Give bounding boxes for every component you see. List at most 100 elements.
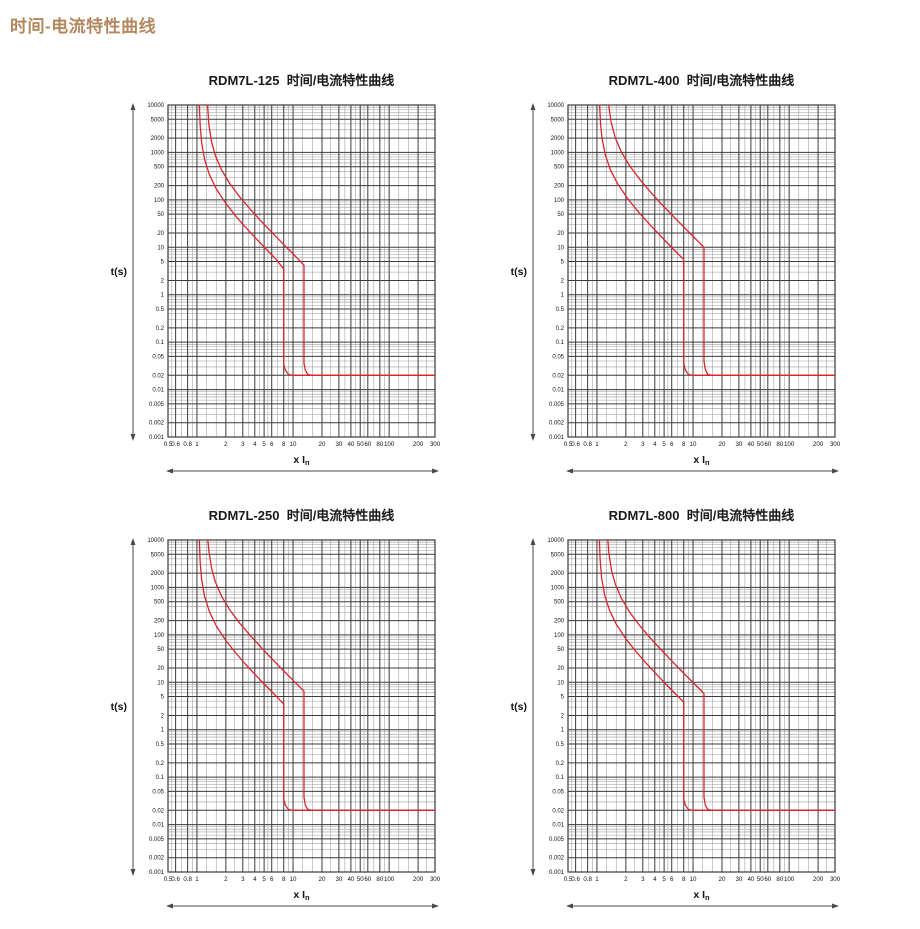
tcc-chart-svg: 100005000200010005002001005020105210.50.… [111, 103, 441, 474]
x-tick-label: 1 [595, 876, 599, 883]
x-tick-label: 200 [813, 876, 824, 883]
chart-title: RDM7L-125 时间/电流特性曲线 [208, 73, 395, 88]
y-tick-label: 10 [157, 680, 164, 686]
x-tick-label: 1 [195, 441, 199, 448]
y-tick-label: 5 [161, 695, 165, 701]
x-tick-label: 2 [224, 876, 228, 883]
y-tick-label: 5 [161, 260, 165, 266]
y-tick-label: 0.2 [556, 761, 565, 767]
x-tick-label: 100 [784, 441, 795, 448]
chart-title: RDM7L-800 时间/电流特性曲线 [608, 508, 795, 523]
x-tick-label: 50 [357, 876, 364, 883]
chart-rdm7l-125: RDM7L-125 时间/电流特性曲线 10000 5000 2000 1000 500… [100, 62, 495, 482]
x-tick-label: 30 [335, 441, 342, 448]
x-tick-label: 3 [641, 876, 645, 883]
x-tick-label: 4 [653, 876, 657, 883]
y-axis-unit: t(s) [511, 266, 527, 278]
tick-labels: 100005000200010005002001005020105210.50.… [547, 538, 840, 883]
x-tick-label: 8 [682, 441, 686, 448]
y-tick-label: 1000 [551, 150, 565, 156]
x-axis-unit: x In [293, 889, 310, 902]
x-tick-label: 30 [735, 441, 742, 448]
tick-labels: 100005000200010005002001005020105210.50.… [147, 538, 440, 883]
x-tick-label: 8 [282, 441, 286, 448]
x-tick-label: 10 [690, 441, 697, 448]
y-tick-label: 0.05 [552, 354, 564, 360]
grid [167, 104, 436, 438]
y-tick-label: 5000 [151, 552, 165, 558]
trip-curve-max [608, 104, 836, 376]
x-tick-label: 200 [413, 441, 424, 448]
y-tick-label: 0.1 [556, 775, 565, 781]
x-tick-label: 6 [670, 876, 674, 883]
y-tick-label: 10000 [147, 103, 164, 109]
y-tick-label: 10 [557, 245, 564, 251]
y-tick-label: 1 [161, 293, 165, 299]
y-tick-label: 0.01 [552, 388, 564, 394]
x-tick-label: 0.5 [564, 876, 573, 883]
y-tick-label: 200 [554, 619, 565, 625]
y-tick-label: 200 [554, 184, 565, 190]
x-tick-label: 0.6 [171, 441, 180, 448]
x-tick-label: 60 [764, 876, 771, 883]
x-tick-label: 8 [682, 876, 686, 883]
x-tick-label: 60 [764, 441, 771, 448]
x-axis-arrow [566, 468, 839, 474]
y-tick-label: 0.1 [156, 340, 165, 346]
y-tick-label: 1000 [551, 585, 565, 591]
trip-curve-min [198, 539, 436, 811]
x-tick-label: 50 [757, 876, 764, 883]
x-tick-label: 6 [670, 441, 674, 448]
trip-curve-min [598, 539, 836, 811]
x-tick-label: 8 [282, 876, 286, 883]
x-tick-label: 100 [784, 876, 795, 883]
x-axis-unit: x In [693, 889, 710, 902]
x-axis-arrow [166, 903, 439, 909]
chart-rdm7l-800: RDM7L-800 时间/电流特性曲线 10000 5000 2000 1000 500… [500, 497, 895, 917]
x-tick-label: 20 [719, 441, 726, 448]
chart-title: RDM7L-250 时间/电流特性曲线 [208, 508, 395, 523]
x-tick-label: 0.6 [171, 876, 180, 883]
y-axis-unit: t(s) [111, 266, 127, 278]
y-tick-label: 20 [557, 666, 564, 672]
y-tick-label: 2000 [151, 136, 165, 142]
x-tick-label: 300 [830, 876, 841, 883]
x-tick-label: 5 [662, 441, 666, 448]
y-tick-label: 50 [557, 212, 564, 218]
x-tick-label: 80 [776, 876, 783, 883]
x-tick-label: 20 [319, 876, 326, 883]
y-tick-label: 0.05 [152, 354, 164, 360]
y-tick-label: 0.02 [152, 373, 164, 379]
trip-curve-max [607, 539, 836, 811]
tcc-chart-svg: 100005000200010005002001005020105210.50.… [511, 538, 841, 909]
x-tick-label: 0.8 [183, 876, 192, 883]
y-tick-label: 1 [561, 728, 565, 734]
x-tick-label: 5 [262, 441, 266, 448]
x-tick-label: 10 [290, 876, 297, 883]
y-tick-label: 10000 [147, 538, 164, 544]
y-tick-label: 5000 [151, 117, 165, 123]
y-tick-label: 0.001 [549, 870, 565, 876]
x-tick-label: 100 [384, 876, 395, 883]
y-tick-label: 0.005 [549, 402, 565, 408]
x-tick-label: 60 [364, 876, 371, 883]
x-tick-label: 10 [690, 876, 697, 883]
y-tick-label: 5000 [551, 117, 565, 123]
y-tick-label: 200 [154, 184, 165, 190]
y-tick-label: 0.005 [149, 402, 165, 408]
x-tick-label: 3 [641, 441, 645, 448]
y-tick-label: 0.002 [549, 421, 565, 427]
page-title: 时间-电流特性曲线 [10, 17, 157, 36]
x-tick-label: 6 [270, 441, 274, 448]
x-tick-label: 3 [241, 441, 245, 448]
y-tick-label: 500 [554, 600, 565, 606]
y-tick-label: 0.1 [156, 775, 165, 781]
x-tick-label: 300 [430, 876, 441, 883]
tcc-chart-svg: 100005000200010005002001005020105210.50.… [511, 103, 841, 474]
x-tick-label: 40 [747, 441, 754, 448]
y-tick-label: 20 [557, 231, 564, 237]
y-tick-label: 10000 [547, 103, 564, 109]
y-tick-label: 200 [154, 619, 165, 625]
x-tick-label: 5 [262, 876, 266, 883]
x-tick-label: 50 [357, 441, 364, 448]
